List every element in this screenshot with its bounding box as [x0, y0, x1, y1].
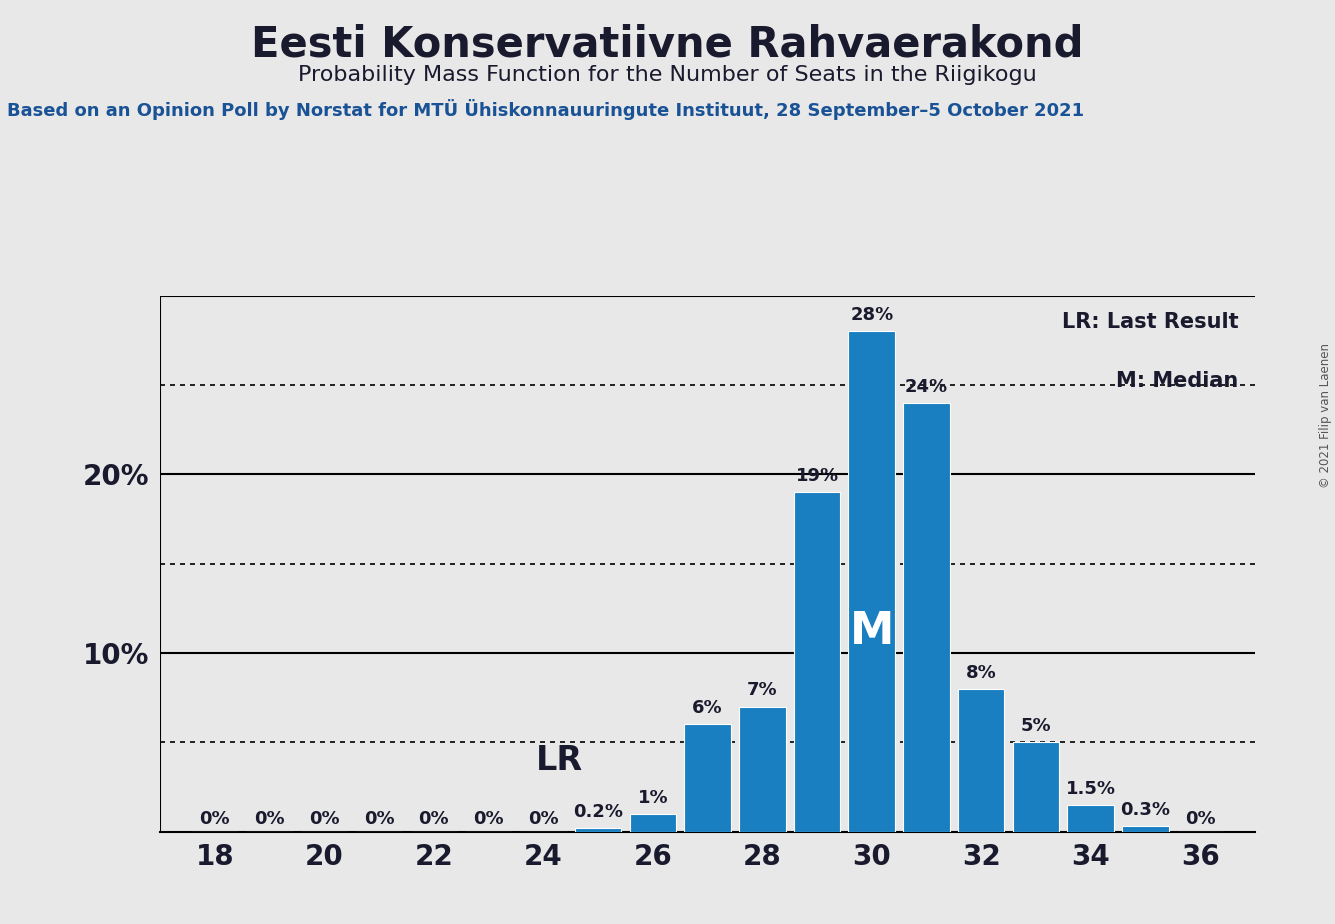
Text: Probability Mass Function for the Number of Seats in the Riigikogu: Probability Mass Function for the Number…	[298, 65, 1037, 85]
Bar	[630, 814, 676, 832]
Text: M: M	[849, 610, 894, 653]
Text: 0%: 0%	[529, 810, 558, 828]
Text: 8%: 8%	[965, 663, 997, 682]
Bar	[1123, 826, 1168, 832]
Text: M: Median: M: Median	[1116, 371, 1239, 391]
Bar	[575, 828, 621, 832]
Text: 0%: 0%	[474, 810, 503, 828]
Text: 28%: 28%	[850, 306, 893, 324]
Text: 1%: 1%	[638, 788, 668, 807]
Text: LR: LR	[537, 744, 583, 777]
Text: 1.5%: 1.5%	[1065, 780, 1116, 797]
Text: 0.3%: 0.3%	[1120, 801, 1171, 819]
Bar	[1068, 805, 1113, 832]
Text: 6%: 6%	[693, 699, 722, 717]
Text: 19%: 19%	[796, 467, 838, 485]
Text: 0%: 0%	[255, 810, 284, 828]
Text: © 2021 Filip van Laenen: © 2021 Filip van Laenen	[1319, 344, 1332, 488]
Text: Eesti Konservatiivne Rahvaerakond: Eesti Konservatiivne Rahvaerakond	[251, 23, 1084, 65]
Bar	[959, 688, 1004, 832]
Text: 0%: 0%	[310, 810, 339, 828]
Text: 0.2%: 0.2%	[573, 803, 623, 821]
Text: 0%: 0%	[1185, 810, 1215, 828]
Text: 0%: 0%	[364, 810, 394, 828]
Text: 0%: 0%	[200, 810, 230, 828]
Text: 24%: 24%	[905, 378, 948, 395]
Text: Based on an Opinion Poll by Norstat for MTÜ Ühiskonnauuringute Instituut, 28 Sep: Based on an Opinion Poll by Norstat for …	[7, 99, 1084, 120]
Text: LR: Last Result: LR: Last Result	[1061, 311, 1239, 332]
Bar	[685, 724, 730, 832]
Text: 7%: 7%	[748, 681, 777, 699]
Text: 0%: 0%	[419, 810, 449, 828]
Bar	[849, 332, 894, 832]
Bar	[740, 707, 785, 832]
Bar	[1013, 742, 1059, 832]
Text: 5%: 5%	[1021, 717, 1051, 736]
Bar	[794, 492, 840, 832]
Bar	[904, 403, 949, 832]
